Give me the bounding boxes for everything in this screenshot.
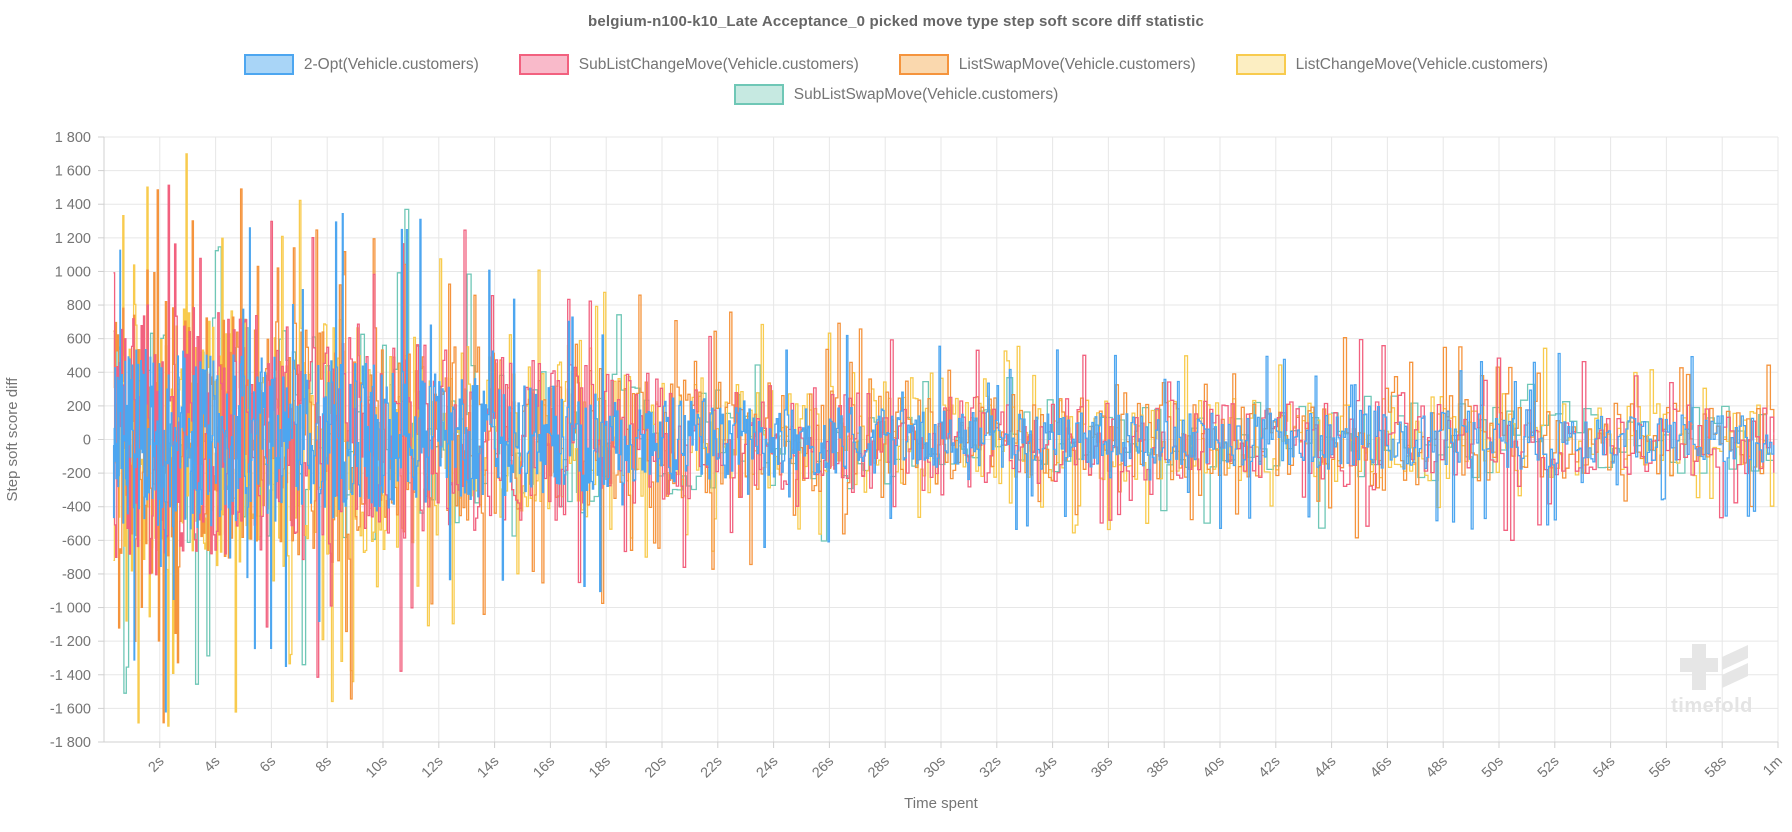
legend-item-4: ListChangeMove(Vehicle.customers) xyxy=(1235,54,1549,75)
timefold-logo-icon xyxy=(1680,644,1718,690)
x-tick-label: 20s xyxy=(642,754,670,782)
x-tick-label: 12s xyxy=(419,754,447,782)
timefold-logo-icon xyxy=(1722,645,1748,670)
legend-swatch-icon xyxy=(243,54,294,75)
y-tick-label: -800 xyxy=(62,567,91,583)
x-tick-label: 1m xyxy=(1760,754,1786,780)
x-tick-label: 2s xyxy=(145,754,167,776)
y-tick-label: -1 000 xyxy=(50,601,91,617)
y-axis-title: Step soft score diff xyxy=(4,377,21,502)
x-tick-label: 24s xyxy=(754,754,782,782)
y-tick-label: -400 xyxy=(62,500,91,516)
y-tick-label: 200 xyxy=(67,399,91,415)
y-tick-label: 400 xyxy=(67,365,91,381)
legend-swatch-icon xyxy=(518,54,569,75)
legend-item-label: SubListChangeMove(Vehicle.customers) xyxy=(578,55,859,73)
x-tick-label: 30s xyxy=(921,754,949,782)
x-tick-label: 54s xyxy=(1591,754,1619,782)
y-tick-label: 600 xyxy=(67,332,91,348)
x-tick-label: 14s xyxy=(475,754,503,782)
legend-row-2: SubListSwapMove(Vehicle.customers) xyxy=(0,84,1792,105)
x-tick-label: 56s xyxy=(1646,754,1674,782)
x-tick-label: 48s xyxy=(1423,754,1451,782)
x-tick-label: 4s xyxy=(201,754,223,776)
x-tick-label: 34s xyxy=(1033,754,1061,782)
watermark: timefold xyxy=(1671,644,1753,717)
y-tick-label: 1 600 xyxy=(55,164,91,180)
series-line-2 xyxy=(113,184,1775,678)
axis-ticks xyxy=(98,136,1779,748)
x-tick-label: 8s xyxy=(313,754,335,776)
y-tick-label: 1 200 xyxy=(55,231,91,247)
legend-item-1: 2-Opt(Vehicle.customers) xyxy=(243,54,479,75)
x-tick-label: 32s xyxy=(977,754,1005,782)
x-tick-label: 52s xyxy=(1535,754,1563,782)
y-tick-label: -1 400 xyxy=(50,668,91,684)
y-tick-label: -200 xyxy=(62,466,91,482)
y-tick-label: -1 200 xyxy=(50,634,91,650)
legend-item-label: SubListSwapMove(Vehicle.customers) xyxy=(793,85,1059,103)
x-tick-label: 36s xyxy=(1088,754,1116,782)
x-tick-label: 40s xyxy=(1200,754,1228,782)
x-tick-label: 18s xyxy=(586,754,614,782)
x-tick-label: 44s xyxy=(1312,754,1340,782)
x-tick-label: 22s xyxy=(698,754,726,782)
x-tick-label: 38s xyxy=(1144,754,1172,782)
legend-item-label: ListSwapMove(Vehicle.customers) xyxy=(958,55,1196,73)
x-tick-label: 50s xyxy=(1479,754,1507,782)
y-tick-label: -600 xyxy=(62,533,91,549)
legend: 2-Opt(Vehicle.customers) SubListChangeMov… xyxy=(0,54,1792,114)
x-tick-label: 28s xyxy=(865,754,893,782)
series-line-1 xyxy=(112,212,1775,713)
y-tick-label: -1 800 xyxy=(50,735,91,751)
legend-row-1: 2-Opt(Vehicle.customers) SubListChangeMov… xyxy=(0,54,1792,75)
legend-swatch-icon xyxy=(898,54,949,75)
x-tick-label: 16s xyxy=(530,754,558,782)
y-tick-label: 1 000 xyxy=(55,264,91,280)
y-tick-label: 1 800 xyxy=(55,130,91,146)
series-line-5 xyxy=(114,208,1775,694)
legend-item-label: 2-Opt(Vehicle.customers) xyxy=(303,55,479,73)
x-tick-label: 6s xyxy=(257,754,279,776)
x-tick-label: 42s xyxy=(1256,754,1284,782)
timefold-logo-icon xyxy=(1722,663,1748,688)
legend-item-label: ListChangeMove(Vehicle.customers) xyxy=(1295,55,1549,73)
chart-title: belgium-n100-k10_Late Acceptance_0 picke… xyxy=(587,13,1205,30)
y-tick-label: 800 xyxy=(67,298,91,314)
y-tick-label: -1 600 xyxy=(50,701,91,717)
legend-swatch-icon xyxy=(733,84,784,105)
legend-swatch-icon xyxy=(1235,54,1286,75)
series-lines xyxy=(112,153,1775,727)
x-tick-label: 46s xyxy=(1367,754,1395,782)
legend-item-3: ListSwapMove(Vehicle.customers) xyxy=(898,54,1196,75)
legend-item-2: SubListChangeMove(Vehicle.customers) xyxy=(518,54,859,75)
y-tick-label: 1 400 xyxy=(55,197,91,213)
y-tick-label: 0 xyxy=(83,433,91,449)
x-tick-label: 26s xyxy=(809,754,837,782)
x-axis-title: Time spent xyxy=(904,795,978,812)
x-tick-label: 58s xyxy=(1702,754,1730,782)
legend-item-5: SubListSwapMove(Vehicle.customers) xyxy=(733,84,1059,105)
x-tick-label: 10s xyxy=(363,754,391,782)
watermark-text: timefold xyxy=(1671,695,1753,717)
